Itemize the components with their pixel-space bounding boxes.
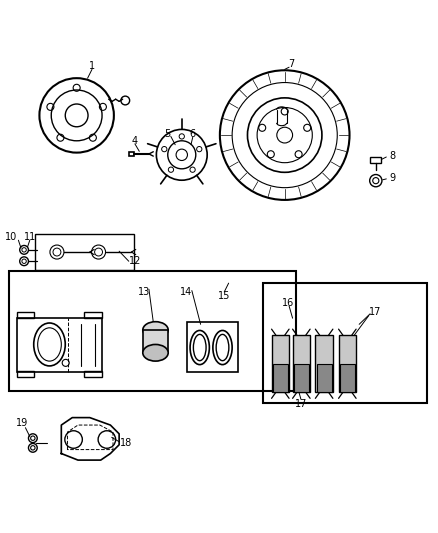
- Text: 6: 6: [190, 129, 196, 139]
- Text: 7: 7: [288, 59, 294, 69]
- Bar: [294, 364, 309, 392]
- Bar: [129, 152, 134, 156]
- Bar: [17, 312, 34, 318]
- Bar: [187, 322, 238, 373]
- Bar: [339, 335, 356, 392]
- Bar: [84, 371, 102, 377]
- Text: 14: 14: [180, 287, 192, 297]
- Bar: [17, 318, 102, 373]
- Bar: [143, 330, 168, 353]
- Text: 1: 1: [89, 61, 95, 71]
- Bar: [273, 364, 288, 392]
- Text: 12: 12: [129, 256, 141, 266]
- Text: 18: 18: [120, 438, 132, 448]
- Text: 9: 9: [390, 173, 396, 183]
- Bar: [293, 335, 310, 392]
- Text: 13: 13: [138, 287, 151, 297]
- Bar: [272, 335, 289, 392]
- Ellipse shape: [143, 344, 168, 361]
- Bar: [317, 364, 332, 392]
- Text: 4: 4: [132, 136, 138, 146]
- Bar: [315, 335, 333, 392]
- Text: 17: 17: [369, 306, 381, 317]
- Bar: [35, 234, 134, 270]
- Text: 16: 16: [282, 298, 294, 308]
- Bar: [370, 157, 381, 163]
- Text: 10: 10: [5, 232, 17, 242]
- Text: 17: 17: [295, 399, 307, 409]
- Text: 5: 5: [165, 129, 171, 139]
- Bar: [9, 271, 296, 391]
- Bar: [84, 312, 102, 318]
- Text: 19: 19: [16, 418, 28, 429]
- Text: 11: 11: [24, 232, 36, 242]
- Text: 8: 8: [390, 151, 396, 161]
- Text: 15: 15: [218, 291, 230, 301]
- Bar: [340, 364, 355, 392]
- Bar: [263, 282, 427, 403]
- Ellipse shape: [143, 322, 168, 338]
- Bar: [17, 371, 34, 377]
